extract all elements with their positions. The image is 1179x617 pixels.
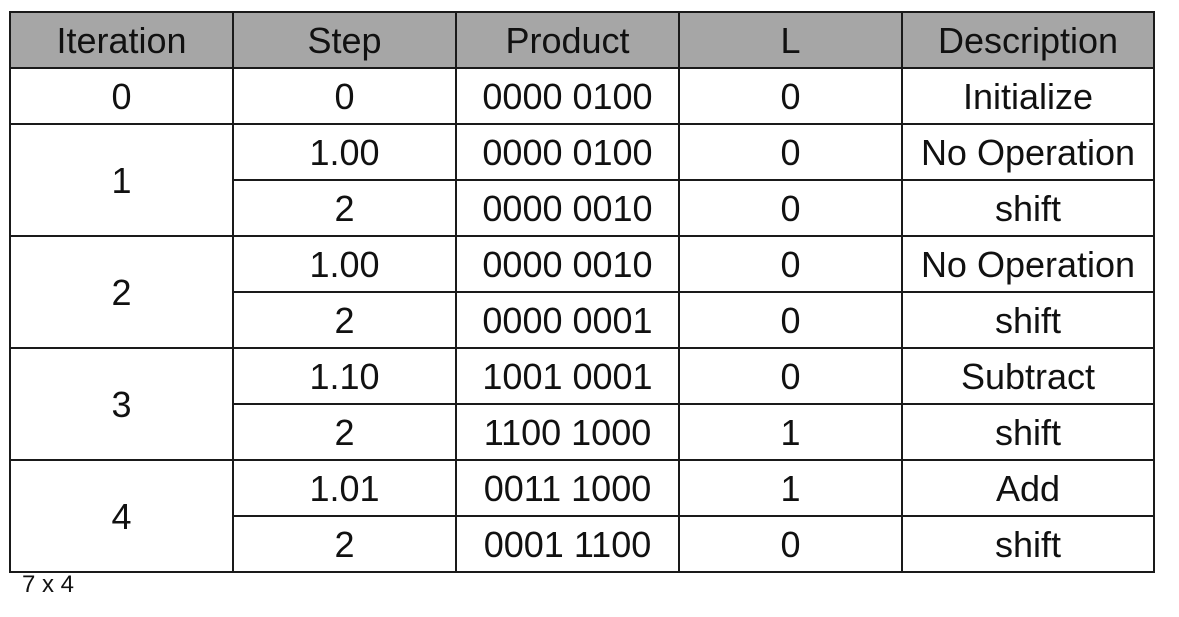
table-row: 3 1.10 1001 0001 0 Subtract [9,347,1155,461]
cell-product: 0011 1000 [455,459,680,517]
cell-l: 0 [678,179,903,237]
cell-l: 0 [678,347,903,405]
cell-description: Subtract [901,347,1155,405]
header-description: Description [901,11,1155,69]
cell-l: 0 [678,235,903,293]
cell-l: 0 [678,123,903,181]
header-product: Product [455,11,680,69]
caption: 7 x 4 [22,571,75,598]
header-l: L [678,11,903,69]
cell-step: 2 [232,179,457,237]
cell-description: shift [901,515,1155,573]
table-row: 0 0 0000 0100 0 Initialize [9,67,1155,125]
cell-l: 0 [678,515,903,573]
cell-product: 1001 0001 [455,347,680,405]
cell-product: 0000 0001 [455,291,680,349]
cell-iteration: 1 [9,123,234,237]
header-step: Step [232,11,457,69]
table-row: 2 0000 0001 0 shift [10,291,1155,349]
cell-iteration: 0 [9,67,234,125]
cell-l: 0 [678,67,903,125]
cell-description: Add [901,459,1155,517]
table-row: 1 1.00 0000 0100 0 No Operation [9,123,1155,237]
cell-product: 0001 1100 [455,515,680,573]
cell-description: shift [901,291,1155,349]
table-row: 2 0001 1100 0 shift [10,515,1155,573]
cell-description: No Operation [901,123,1155,181]
cell-iteration: 4 [9,459,234,573]
cell-step: 2 [232,291,457,349]
cell-l: 1 [678,403,903,461]
table-row: 2 1100 1000 1 shift [10,403,1155,461]
cell-description: No Operation [901,235,1155,293]
table-row: 4 1.01 0011 1000 1 Add [9,459,1155,573]
cell-description: Initialize [901,67,1155,125]
header-iteration: Iteration [9,11,234,69]
cell-step: 1.01 [232,459,457,517]
cell-description: shift [901,403,1155,461]
cell-step: 1.00 [232,123,457,181]
cell-step: 0 [232,67,457,125]
cell-iteration: 2 [9,235,234,349]
cell-l: 1 [678,459,903,517]
table-body: 0 0 0000 0100 0 Initialize 1 1.00 0000 0100 0 No … [9,67,1155,573]
cell-iteration: 3 [9,347,234,461]
table-row: 2 1.00 0000 0010 0 No Operation [9,235,1155,349]
cell-step: 1.00 [232,235,457,293]
cell-step: 2 [232,515,457,573]
cell-product: 0000 0010 [455,179,680,237]
cell-product: 0000 0010 [455,235,680,293]
cell-product: 0000 0100 [455,123,680,181]
cell-l: 0 [678,291,903,349]
cell-step: 1.10 [232,347,457,405]
cell-product: 0000 0100 [455,67,680,125]
cell-step: 2 [232,403,457,461]
cell-product: 1100 1000 [455,403,680,461]
table-row: 2 0000 0010 0 shift [10,179,1155,237]
cell-description: shift [901,179,1155,237]
table-header-row: Iteration Step Product L Description [9,11,1155,69]
